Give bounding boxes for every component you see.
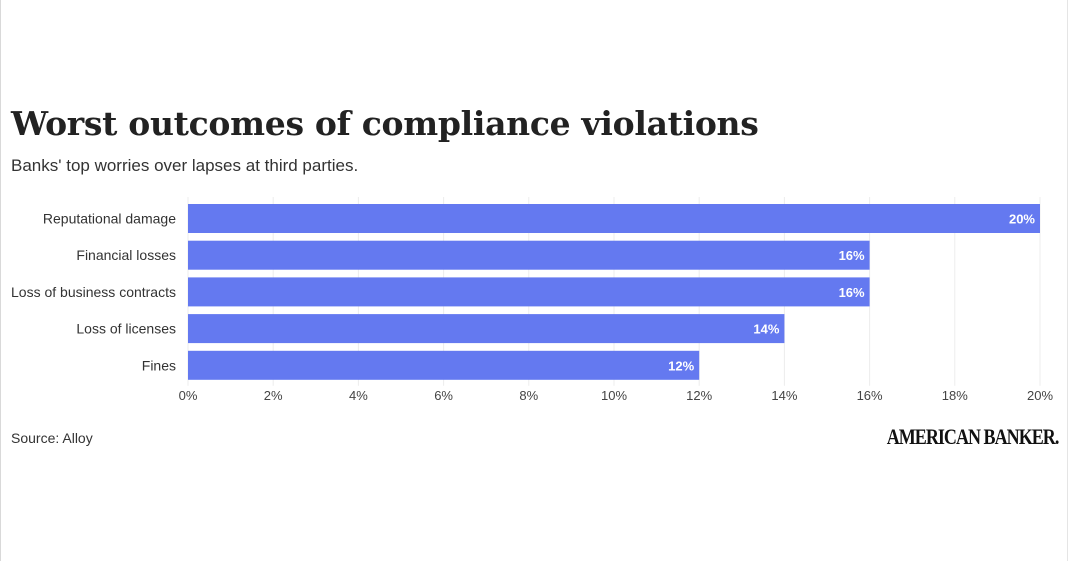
bar bbox=[188, 240, 870, 270]
source-note: Source: Alloy bbox=[11, 430, 93, 446]
data-label: 12% bbox=[668, 358, 694, 373]
chart-subtitle: Banks' top worries over lapses at third … bbox=[11, 156, 359, 175]
brand-logo: AMERICAN BANKER. bbox=[886, 424, 1059, 449]
x-tick-label: 16% bbox=[857, 388, 883, 403]
x-tick-label: 4% bbox=[349, 388, 368, 403]
category-label: Loss of licenses bbox=[76, 321, 176, 337]
category-label: Fines bbox=[142, 357, 176, 373]
data-label: 14% bbox=[753, 322, 779, 337]
category-labels: Reputational damage Financial losses Loss … bbox=[11, 211, 176, 374]
category-label: Reputational damage bbox=[43, 211, 176, 227]
data-labels: 20% 16% 16% 14% 12% bbox=[668, 212, 1035, 374]
x-tick-label: 18% bbox=[942, 388, 968, 403]
bar bbox=[188, 350, 700, 380]
data-label: 16% bbox=[839, 248, 865, 263]
category-label: Loss of business contracts bbox=[11, 284, 176, 300]
x-tick-label: 10% bbox=[601, 388, 627, 403]
x-tick-label: 6% bbox=[434, 388, 453, 403]
category-label: Financial losses bbox=[76, 247, 176, 263]
data-label: 20% bbox=[1009, 212, 1035, 227]
x-tick-label: 12% bbox=[686, 388, 712, 403]
bars bbox=[188, 204, 1040, 380]
x-tick-label: 8% bbox=[519, 388, 538, 403]
x-tick-label: 2% bbox=[264, 388, 283, 403]
frame-border-left bbox=[0, 0, 1, 561]
chart-title: Worst outcomes of compliance violations bbox=[11, 104, 759, 143]
bar-chart: Reputational damage Financial losses Loss … bbox=[11, 197, 1054, 403]
bar bbox=[188, 277, 870, 307]
x-tick-label: 14% bbox=[771, 388, 797, 403]
x-axis-ticks: 0% 2% 4% 6% 8% 10% 12% 14% 16% 18% 20% bbox=[179, 388, 1054, 403]
data-label: 16% bbox=[839, 285, 865, 300]
x-tick-label: 20% bbox=[1027, 388, 1053, 403]
bar bbox=[188, 314, 785, 344]
x-tick-label: 0% bbox=[179, 388, 198, 403]
bar bbox=[188, 204, 1040, 233]
